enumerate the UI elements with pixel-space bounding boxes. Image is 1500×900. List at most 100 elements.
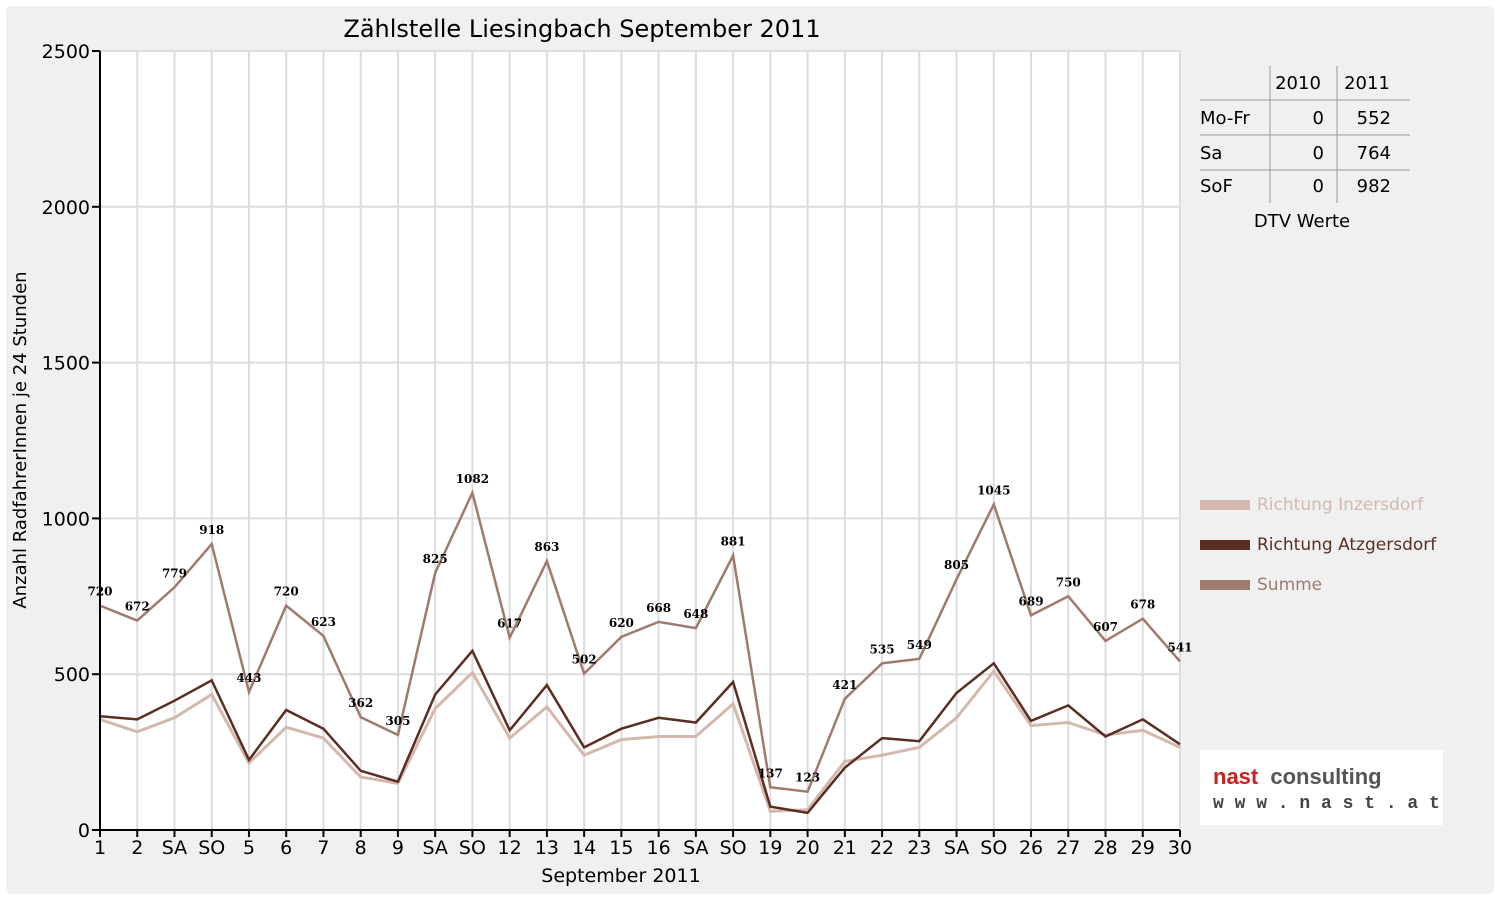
x-tick-label: SA	[422, 837, 447, 859]
x-tick-label: 7	[317, 837, 329, 859]
logo-word-nast: nast	[1213, 764, 1259, 789]
x-tick-label: 20	[795, 837, 819, 859]
table-cell: 0	[1313, 176, 1324, 197]
x-tick-label: 14	[572, 837, 596, 859]
table-cell: 0	[1313, 108, 1324, 129]
data-label: 137	[758, 766, 783, 780]
x-tick-label: 22	[870, 837, 894, 859]
data-label: 672	[125, 600, 150, 614]
data-label: 305	[385, 714, 410, 728]
legend-swatch-atzgersdorf	[1200, 540, 1250, 550]
y-axis-label: Anzahl RadfahrerInnen je 24 Stunden	[10, 271, 31, 608]
x-tick-label: SA	[162, 837, 187, 859]
plot-background	[100, 51, 1180, 830]
data-label: 678	[1130, 598, 1155, 612]
x-tick-label: 27	[1056, 837, 1080, 859]
table-row-label: SoF	[1200, 176, 1233, 197]
data-label: 779	[162, 566, 187, 580]
x-tick-label: 1	[94, 837, 106, 859]
x-tick-label: 21	[833, 837, 857, 859]
x-tick-label: 28	[1093, 837, 1117, 859]
logo-url: w w w . n a s t . a t	[1213, 794, 1440, 814]
data-label: 1045	[977, 483, 1010, 497]
data-label: 607	[1093, 620, 1118, 634]
data-label: 1082	[456, 472, 489, 486]
nast-consulting-logo: nast consulting w w w . n a s t . a t	[1200, 750, 1443, 825]
y-tick-label: 1000	[42, 508, 90, 530]
data-label: 620	[609, 616, 634, 630]
chart-title: Zählstelle Liesingbach September 2011	[343, 15, 820, 43]
legend-swatch-inzersdorf	[1200, 500, 1250, 510]
data-label: 123	[795, 771, 820, 785]
table-cell: 764	[1357, 143, 1391, 164]
data-label: 689	[1019, 594, 1044, 608]
x-tick-label: 9	[392, 837, 404, 859]
legend-swatch-summe	[1200, 580, 1250, 590]
logo-word-consulting: consulting	[1270, 764, 1381, 789]
legend: Richtung Inzersdorf Richtung Atzgersdorf…	[1200, 495, 1437, 595]
series-line-1	[99, 668, 1181, 813]
data-label: 648	[683, 607, 708, 621]
logo-text: nast consulting	[1213, 764, 1382, 789]
y-tick-label: 2000	[42, 197, 90, 219]
series-line-2	[99, 648, 1181, 815]
table-cell: 552	[1357, 108, 1391, 129]
legend-label-atzgersdorf: Richtung Atzgersdorf	[1257, 535, 1437, 555]
x-tick-label: 8	[355, 837, 367, 859]
data-label: 750	[1056, 575, 1081, 589]
x-tick-label: 13	[535, 837, 559, 859]
y-tick-label: 2500	[42, 41, 90, 63]
axes	[92, 50, 1181, 837]
table-caption: DTV Werte	[1254, 211, 1350, 232]
x-tick-label: 16	[647, 837, 671, 859]
y-tick-label: 500	[54, 664, 90, 686]
data-label: 881	[721, 534, 746, 548]
x-tick-label: 12	[498, 837, 522, 859]
data-label: 421	[832, 678, 857, 692]
data-label: 443	[236, 671, 261, 685]
x-tick-label: SO	[980, 837, 1007, 859]
x-tick-label: 19	[758, 837, 782, 859]
x-tick-label: 15	[609, 837, 633, 859]
x-tick-label: 6	[280, 837, 292, 859]
series-lines	[99, 489, 1181, 815]
data-label: 617	[497, 617, 522, 631]
data-label: 720	[274, 585, 299, 599]
x-tick-label: SO	[198, 837, 225, 859]
y-tick-label: 0	[78, 820, 90, 842]
x-tick-label: 26	[1019, 837, 1043, 859]
x-tick-label: SO	[459, 837, 486, 859]
x-tick-label: 23	[907, 837, 931, 859]
data-label: 535	[870, 642, 895, 656]
data-label: 541	[1167, 640, 1192, 654]
plot-area: 7206727799184437206233623058251082617863…	[42, 41, 1193, 859]
table-header-2011: 2011	[1344, 73, 1390, 94]
dtv-table: 2010 2011 Mo-Fr 0 552 Sa 0 764 SoF 0 982…	[1200, 66, 1410, 232]
x-tick-label: SA	[944, 837, 969, 859]
data-label: 918	[199, 523, 224, 537]
data-label: 623	[311, 615, 336, 629]
table-header-2010: 2010	[1275, 73, 1321, 94]
x-tick-label: SO	[720, 837, 747, 859]
data-labels: 7206727799184437206233623058251082617863…	[87, 472, 1192, 785]
table-cell: 0	[1313, 143, 1324, 164]
x-tick-label: SA	[683, 837, 708, 859]
legend-label-inzersdorf: Richtung Inzersdorf	[1257, 495, 1424, 515]
data-label: 362	[348, 696, 373, 710]
data-label: 805	[944, 558, 969, 572]
logo-background	[1200, 750, 1443, 825]
x-tick-label: 30	[1168, 837, 1192, 859]
x-tick-label: 29	[1131, 837, 1155, 859]
data-label: 502	[572, 653, 597, 667]
data-label: 863	[534, 540, 559, 554]
x-axis-label: September 2011	[541, 865, 700, 887]
table-row-label: Mo-Fr	[1200, 108, 1250, 129]
data-label: 668	[646, 601, 671, 615]
y-tick-label: 1500	[42, 353, 90, 375]
x-tick-label: 2	[131, 837, 143, 859]
x-tick-label: 5	[243, 837, 255, 859]
data-label: 825	[423, 552, 448, 566]
series-line-3	[99, 489, 1181, 794]
